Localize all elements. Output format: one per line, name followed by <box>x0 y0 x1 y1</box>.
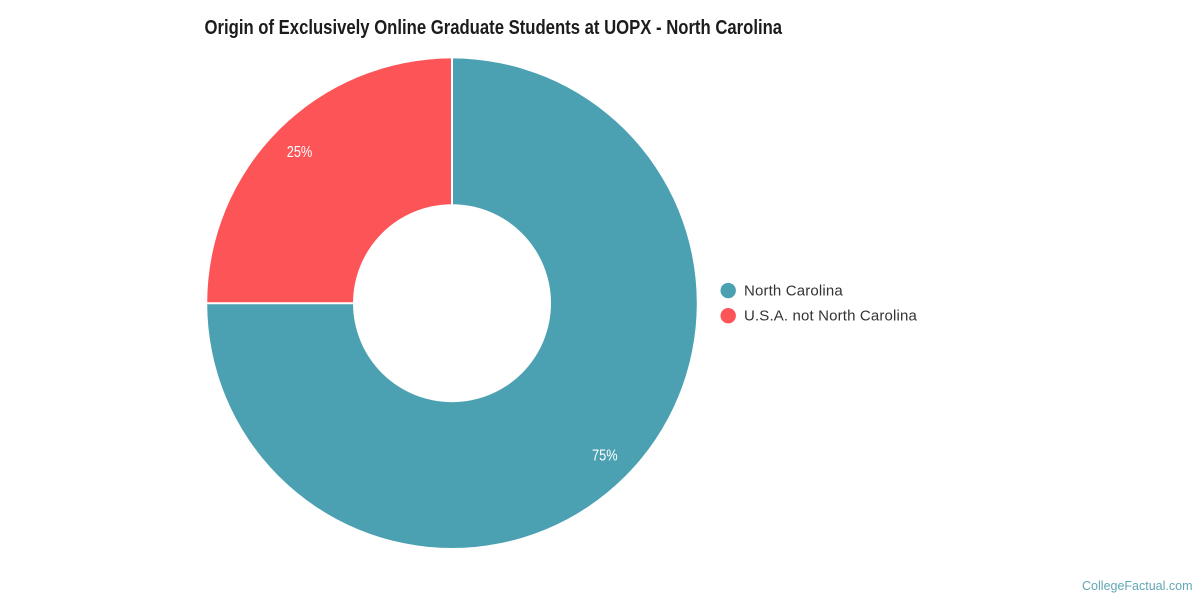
svg-text:Origin of Exclusively Online G: Origin of Exclusively Online Graduate St… <box>205 16 783 39</box>
svg-text:75%: 75% <box>592 447 618 465</box>
svg-text:CollegeFactual.com: CollegeFactual.com <box>1082 579 1192 593</box>
svg-text:U.S.A. not North Carolina: U.S.A. not North Carolina <box>744 308 917 325</box>
svg-text:North Carolina: North Carolina <box>744 283 843 300</box>
svg-text:25%: 25% <box>287 144 313 162</box>
